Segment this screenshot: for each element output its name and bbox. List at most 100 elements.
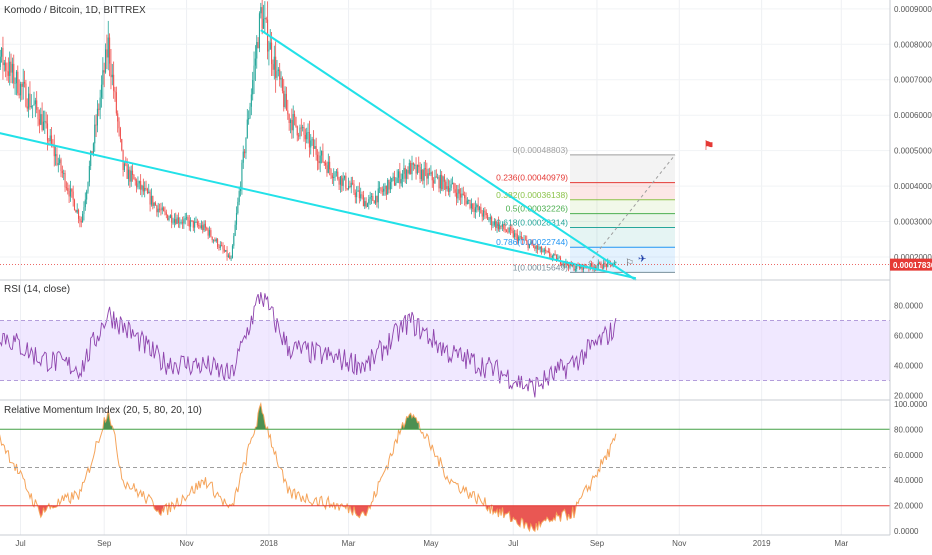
candle-body bbox=[204, 223, 206, 228]
candle-body bbox=[326, 165, 328, 173]
candle-body bbox=[192, 220, 194, 228]
candle-body bbox=[322, 150, 324, 163]
candle-body bbox=[53, 145, 55, 157]
candle-body bbox=[562, 263, 564, 265]
candle-body bbox=[596, 266, 598, 269]
candle-body bbox=[145, 187, 147, 190]
candle-body bbox=[370, 196, 373, 197]
rsi-tick-label: 40.0000 bbox=[894, 362, 923, 371]
candle-body bbox=[250, 94, 252, 107]
candle-body bbox=[369, 196, 371, 200]
candle-body bbox=[218, 246, 220, 248]
fib-zone bbox=[570, 199, 675, 214]
candle-body bbox=[472, 203, 474, 210]
time-tick-label: Mar bbox=[834, 539, 848, 548]
candle-body bbox=[132, 170, 134, 175]
candle-body bbox=[161, 207, 163, 211]
candle-body bbox=[358, 190, 360, 199]
candle-body bbox=[402, 173, 404, 179]
candle-body bbox=[103, 70, 105, 73]
candle-body bbox=[183, 219, 185, 224]
candle-body bbox=[307, 132, 309, 133]
candle-body bbox=[42, 121, 44, 131]
candle-body bbox=[470, 203, 472, 209]
candle-body bbox=[493, 221, 495, 225]
candle-body bbox=[169, 215, 171, 218]
candle-body bbox=[603, 262, 605, 269]
candle-body bbox=[265, 18, 267, 20]
candle-body bbox=[476, 204, 478, 208]
candle-body bbox=[168, 217, 170, 221]
candle-body bbox=[613, 262, 616, 265]
candle-body bbox=[17, 71, 19, 94]
candle-body bbox=[88, 166, 90, 183]
candle-body bbox=[176, 217, 178, 224]
flag-outline-icon: ⚐ bbox=[625, 258, 634, 269]
candle-body bbox=[508, 227, 510, 233]
candle-body bbox=[334, 172, 336, 178]
candle-body bbox=[469, 200, 471, 209]
candle-body bbox=[377, 188, 379, 203]
candle-body bbox=[292, 114, 294, 131]
candle-body bbox=[341, 176, 343, 186]
candle-body bbox=[296, 126, 298, 136]
candle-body bbox=[200, 225, 202, 228]
candle-body bbox=[337, 171, 339, 179]
candle-body bbox=[312, 138, 314, 149]
candle-body bbox=[321, 150, 323, 156]
candle-body bbox=[481, 213, 483, 217]
candle-body bbox=[222, 245, 224, 250]
candle-body bbox=[522, 238, 524, 240]
candle-body bbox=[163, 207, 165, 211]
candle-body bbox=[126, 164, 128, 179]
candle-body bbox=[435, 176, 437, 178]
candle-body bbox=[458, 189, 460, 194]
candle-body bbox=[446, 186, 448, 190]
candle-body bbox=[456, 192, 458, 199]
candle-body bbox=[96, 108, 98, 126]
rsi-tick-label: 20.0000 bbox=[894, 392, 923, 401]
candle-body bbox=[283, 90, 285, 107]
candle-body bbox=[438, 177, 440, 189]
candle-body bbox=[400, 178, 402, 184]
rmi-tick-label: 100.0000 bbox=[894, 400, 928, 409]
candle-body bbox=[22, 81, 24, 87]
candle-body bbox=[443, 176, 445, 182]
candle-body bbox=[29, 93, 31, 108]
candle-body bbox=[338, 178, 340, 185]
candle-body bbox=[33, 104, 35, 106]
candle-body bbox=[115, 92, 117, 114]
candle-body bbox=[167, 214, 169, 221]
rmi-overbought-fill bbox=[102, 409, 113, 430]
fib-level-label: 0(0.00048803) bbox=[513, 145, 568, 155]
candle-body bbox=[122, 149, 124, 170]
candle-body bbox=[186, 217, 188, 219]
candle-body bbox=[327, 161, 329, 173]
candle-body bbox=[439, 174, 441, 189]
candle-body bbox=[109, 37, 111, 64]
candle-body bbox=[119, 128, 121, 139]
candle-body bbox=[107, 37, 109, 58]
candle-body bbox=[569, 262, 571, 268]
candle-body bbox=[34, 100, 36, 105]
candle-body bbox=[319, 155, 321, 164]
candle-body bbox=[316, 154, 319, 162]
candle-body bbox=[427, 173, 429, 179]
candle-body bbox=[127, 169, 130, 179]
candle-body bbox=[372, 196, 374, 201]
candle-body bbox=[558, 257, 560, 259]
candle-body bbox=[252, 79, 254, 95]
candle-body bbox=[500, 225, 502, 227]
candle-body bbox=[403, 167, 405, 174]
candle-body bbox=[106, 49, 108, 58]
candle-body bbox=[464, 194, 466, 199]
candle-body bbox=[431, 172, 433, 181]
candle-body bbox=[496, 222, 498, 228]
candle-body bbox=[5, 62, 7, 71]
candle-body bbox=[2, 47, 4, 66]
rmi-oversold-fill bbox=[50, 505, 57, 509]
